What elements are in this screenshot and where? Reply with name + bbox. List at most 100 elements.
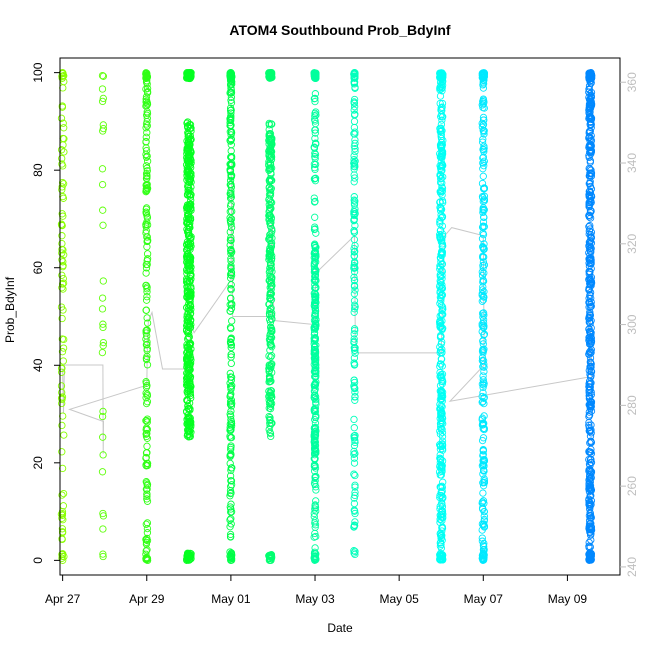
data-point — [143, 490, 151, 498]
data-point — [143, 167, 151, 175]
data-point — [350, 276, 359, 285]
data-point — [350, 459, 359, 467]
data-point — [226, 426, 235, 434]
data-point — [143, 221, 152, 229]
data-point — [587, 348, 595, 357]
data-point — [99, 407, 107, 416]
data-point — [267, 184, 275, 193]
secondary-series-line — [62, 162, 593, 454]
data-point — [438, 303, 447, 311]
data-point — [586, 461, 594, 470]
data-point — [350, 252, 358, 260]
data-point — [226, 492, 234, 500]
data-point — [585, 227, 593, 235]
data-point — [437, 214, 445, 222]
data-point — [142, 554, 150, 562]
data-point — [350, 308, 358, 316]
data-point — [227, 350, 235, 359]
data-point — [350, 290, 359, 298]
data-point — [266, 346, 274, 354]
data-point — [586, 354, 595, 362]
data-point — [311, 544, 319, 552]
data-point — [436, 265, 444, 273]
data-point — [142, 540, 151, 548]
data-point — [227, 442, 235, 450]
data-point — [479, 95, 488, 103]
data-point — [184, 279, 192, 287]
data-point — [58, 210, 66, 218]
data-point — [437, 355, 445, 363]
data-point — [436, 74, 444, 82]
data-point — [226, 106, 235, 115]
data-point — [268, 315, 276, 323]
data-point — [226, 532, 235, 541]
data-point — [227, 187, 235, 195]
data-point — [438, 305, 447, 313]
data-point — [585, 448, 593, 456]
data-point — [183, 228, 192, 236]
data-point — [99, 277, 107, 285]
data-point — [587, 141, 595, 149]
data-point — [186, 141, 194, 149]
data-point — [265, 201, 273, 209]
data-point — [480, 394, 488, 402]
data-point — [311, 197, 319, 206]
data-point — [98, 305, 107, 313]
data-point — [310, 289, 318, 298]
data-point — [265, 378, 273, 386]
data-point — [143, 129, 151, 137]
data-point — [265, 234, 274, 242]
data-point — [312, 322, 320, 330]
data-point — [266, 283, 274, 292]
data-point — [351, 157, 359, 165]
data-point — [438, 523, 446, 532]
data-point — [266, 251, 274, 259]
data-point — [59, 344, 68, 352]
data-point — [438, 500, 446, 508]
data-point — [479, 345, 487, 354]
data-point — [350, 78, 359, 86]
data-point — [143, 524, 152, 533]
data-point — [436, 277, 444, 285]
data-point — [185, 153, 193, 162]
data-point — [185, 399, 194, 407]
data-point — [58, 271, 66, 279]
data-point — [478, 504, 487, 512]
data-point — [480, 73, 488, 81]
data-point — [437, 463, 446, 471]
data-point — [186, 190, 194, 199]
data-point — [98, 97, 107, 106]
data-point — [266, 264, 274, 272]
data-point — [311, 503, 320, 511]
data-point — [586, 358, 594, 366]
data-point — [350, 111, 359, 119]
data-point — [437, 120, 446, 129]
data-point — [478, 309, 487, 318]
data-point — [480, 512, 488, 520]
data-point — [586, 482, 595, 490]
data-point — [586, 146, 594, 154]
data-point — [99, 433, 107, 441]
data-point — [227, 262, 235, 270]
data-point — [183, 164, 191, 172]
data-point — [186, 427, 194, 435]
data-point — [59, 357, 67, 365]
data-point — [311, 112, 319, 120]
data-point — [311, 379, 319, 388]
data-point — [436, 423, 445, 431]
data-point — [58, 528, 67, 536]
data-point — [585, 109, 593, 117]
data-point — [143, 73, 151, 82]
data-point — [480, 184, 489, 193]
data-point — [267, 304, 275, 312]
data-point — [479, 372, 487, 380]
data-point — [227, 135, 235, 143]
data-point — [436, 198, 444, 206]
data-point — [439, 113, 447, 121]
data-point — [586, 531, 595, 539]
data-point — [437, 551, 445, 560]
data-point — [480, 269, 488, 277]
data-point — [480, 515, 489, 524]
data-point — [585, 418, 593, 427]
data-point — [142, 205, 150, 213]
